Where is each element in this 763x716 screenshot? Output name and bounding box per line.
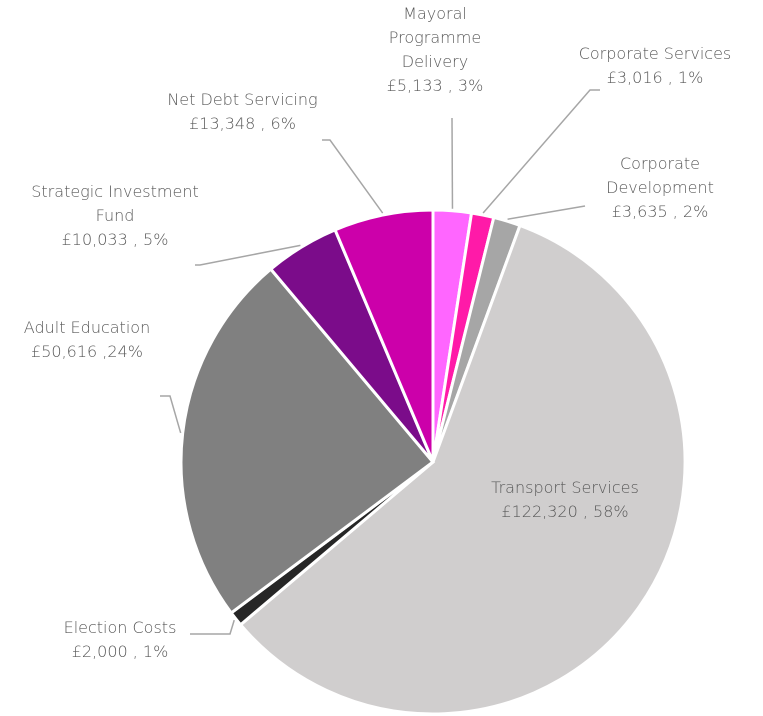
data-label: Adult Education £50,616 ,24% xyxy=(12,316,162,364)
pie-slice xyxy=(333,208,435,463)
data-label: Election Costs £2,000 , 1% xyxy=(40,616,200,664)
value-label: £3,016 , 1% xyxy=(606,68,704,87)
leader-line xyxy=(482,89,600,214)
leader-line xyxy=(507,205,586,220)
pie-slice xyxy=(179,267,436,616)
data-label: Corporate Development £3,635 , 2% xyxy=(585,152,735,224)
category-name: Strategic Investment Fund xyxy=(31,182,199,225)
category-name: Mayoral Programme Delivery xyxy=(388,4,482,71)
category-name: Transport Services xyxy=(491,478,639,497)
data-label: Net Debt Servicing £13,348 , 6% xyxy=(145,88,340,136)
category-name: Corporate Services xyxy=(578,44,732,63)
data-label: Strategic Investment Fund £10,033 , 5% xyxy=(30,180,200,252)
data-label: Corporate Services £3,016 , 1% xyxy=(570,42,740,90)
value-label: £2,000 , 1% xyxy=(71,642,169,661)
value-label: £10,033 , 5% xyxy=(61,230,169,249)
value-label: £3,635 , 2% xyxy=(611,202,709,221)
value-label: £13,348 , 6% xyxy=(189,114,296,133)
leader-line xyxy=(322,139,384,214)
value-label: £122,320 , 58% xyxy=(501,502,629,521)
data-label: Mayoral Programme Delivery £5,133 , 3% xyxy=(370,2,500,98)
category-name: Net Debt Servicing xyxy=(167,90,318,109)
category-name: Election Costs xyxy=(63,618,177,637)
pie-slice xyxy=(238,223,687,716)
category-name: Corporate Development xyxy=(606,154,714,197)
data-label: Transport Services £122,320 , 58% xyxy=(465,476,665,524)
leader-line xyxy=(160,395,182,434)
value-label: £50,616 ,24% xyxy=(31,342,143,361)
category-name: Adult Education xyxy=(23,318,151,337)
leader-line xyxy=(190,619,235,635)
leader-line xyxy=(195,244,301,266)
value-label: £5,133 , 3% xyxy=(386,76,484,95)
